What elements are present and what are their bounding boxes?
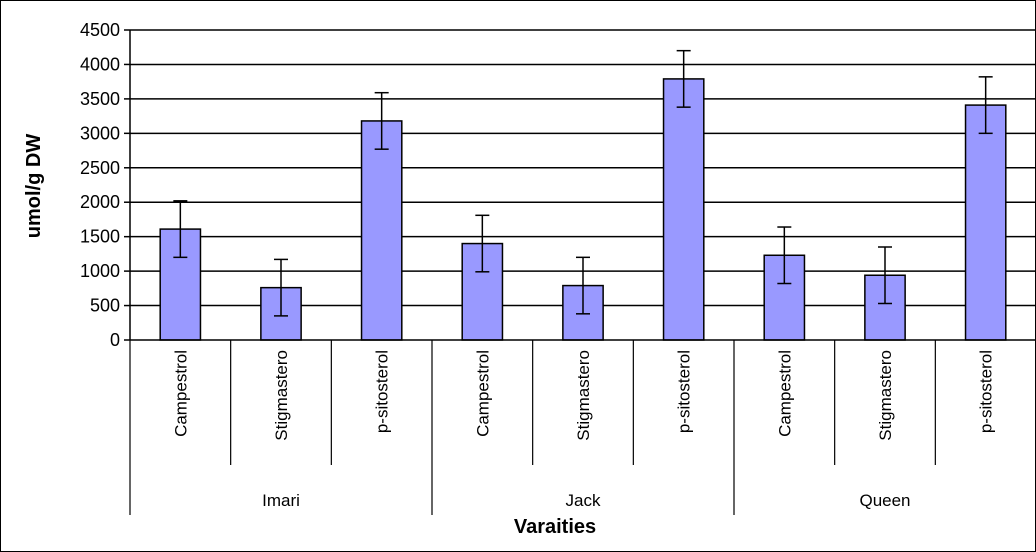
y-tick-label: 1500 — [80, 227, 120, 247]
category-label: Campestrol — [775, 350, 794, 437]
y-tick-label: 2000 — [80, 192, 120, 212]
x-axis-title: Varaities — [514, 516, 596, 538]
y-tick-label: 3500 — [80, 89, 120, 109]
category-label: p-sitosterol — [373, 350, 392, 433]
error-bars — [173, 49, 993, 317]
group-label: Jack — [566, 491, 601, 510]
category-label: p-sitosterol — [977, 350, 996, 433]
y-tick-label: 1000 — [80, 261, 120, 281]
group-label: Imari — [262, 491, 300, 510]
bar — [964, 104, 1007, 341]
labels: 0 500 1000 1500 2000 2500 3000 3500 4000 4500 Camp… — [80, 20, 996, 510]
y-tick-label: 4000 — [80, 54, 120, 74]
y-axis-title: umol/g DW — [23, 134, 45, 239]
bar — [662, 78, 705, 341]
bar — [360, 120, 403, 341]
axes — [124, 29, 1036, 515]
y-tick-label: 2500 — [80, 158, 120, 178]
category-label: p-sitosterol — [675, 350, 694, 433]
y-tick-label: 4500 — [80, 20, 120, 40]
category-label: Campestrol — [171, 350, 190, 437]
y-tick-label: 3000 — [80, 123, 120, 143]
category-label: Stigmastero — [574, 350, 593, 441]
group-label: Queen — [859, 491, 910, 510]
category-label: Campestrol — [473, 350, 492, 437]
category-label: Stigmastero — [876, 350, 895, 441]
y-tick-label: 0 — [110, 330, 120, 350]
category-label: Stigmastero — [272, 350, 291, 441]
y-tick-label: 500 — [90, 296, 120, 316]
